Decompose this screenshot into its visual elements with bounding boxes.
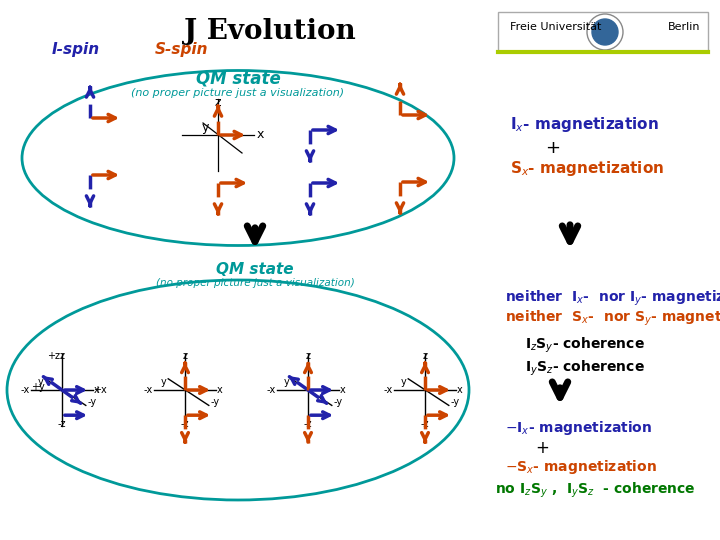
- Text: -x: -x: [384, 385, 393, 395]
- Text: -z: -z: [304, 418, 312, 429]
- Text: $-$S$_x$- magnetization: $-$S$_x$- magnetization: [505, 458, 657, 476]
- Text: no I$_z$S$_y$ ,  I$_y$S$_z$  - coherence: no I$_z$S$_y$ , I$_y$S$_z$ - coherence: [495, 481, 696, 500]
- Text: -x: -x: [143, 385, 153, 395]
- Text: +: +: [545, 139, 560, 157]
- Text: J Evolution: J Evolution: [184, 18, 356, 45]
- Text: -z: -z: [58, 418, 66, 429]
- Text: y: y: [401, 377, 407, 387]
- Text: y: y: [284, 377, 289, 387]
- Text: z: z: [182, 352, 187, 361]
- Text: x: x: [457, 385, 463, 395]
- Text: -y: -y: [450, 397, 459, 407]
- Circle shape: [592, 19, 618, 45]
- Text: +y: +y: [32, 382, 45, 392]
- Text: z: z: [215, 96, 221, 109]
- Text: +z: +z: [47, 352, 60, 361]
- Text: Berlin: Berlin: [667, 22, 700, 32]
- Text: x: x: [94, 385, 100, 395]
- Text: x: x: [257, 129, 264, 141]
- Text: I$_y$S$_z$- coherence: I$_y$S$_z$- coherence: [525, 359, 645, 377]
- Text: (no proper picture just a visualization): (no proper picture just a visualization): [156, 278, 354, 288]
- Text: -x: -x: [266, 385, 276, 395]
- Text: -z: -z: [181, 418, 189, 429]
- Text: x: x: [217, 385, 223, 395]
- Text: QM state: QM state: [196, 70, 280, 88]
- Text: y: y: [38, 377, 44, 387]
- Text: I-spin: I-spin: [52, 42, 100, 57]
- Text: $-$I$_x$- magnetization: $-$I$_x$- magnetization: [505, 419, 652, 437]
- Text: (no proper picture just a visualization): (no proper picture just a visualization): [132, 88, 345, 98]
- Text: -y: -y: [87, 397, 96, 407]
- Text: I$_x$- magnetization: I$_x$- magnetization: [510, 116, 659, 134]
- Text: y: y: [161, 377, 167, 387]
- Text: z: z: [305, 352, 310, 361]
- Text: -z: -z: [420, 418, 429, 429]
- Text: -x: -x: [21, 385, 30, 395]
- FancyBboxPatch shape: [498, 12, 708, 52]
- Text: +: +: [535, 439, 549, 457]
- Text: z: z: [60, 352, 65, 361]
- Text: -y: -y: [333, 397, 342, 407]
- Text: S-spin: S-spin: [155, 42, 209, 57]
- Text: neither  I$_x$-  nor I$_y$- magnetization: neither I$_x$- nor I$_y$- magnetization: [505, 288, 720, 308]
- Text: QM state: QM state: [216, 262, 294, 277]
- Text: +x: +x: [93, 385, 107, 395]
- Text: -y: -y: [210, 397, 220, 407]
- Text: x: x: [340, 385, 346, 395]
- Text: neither  S$_x$-  nor S$_y$- magnetization: neither S$_x$- nor S$_y$- magnetization: [505, 308, 720, 328]
- Text: z: z: [423, 352, 428, 361]
- Text: S$_x$- magnetization: S$_x$- magnetization: [510, 159, 664, 178]
- Text: I$_z$S$_y$- coherence: I$_z$S$_y$- coherence: [525, 335, 645, 355]
- Text: y: y: [202, 122, 209, 134]
- Text: Freie Universität: Freie Universität: [510, 22, 601, 32]
